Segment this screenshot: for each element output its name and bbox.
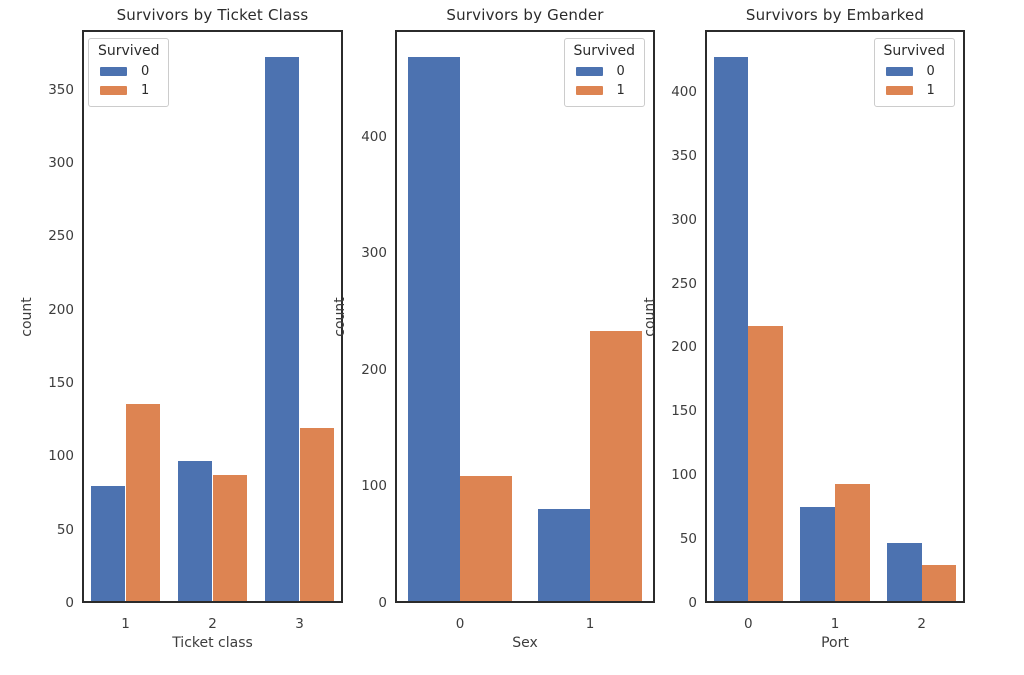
y-tick-label: 300 — [671, 211, 697, 228]
legend-entry-survived-0: 0 — [574, 62, 635, 81]
y-tick-label: 0 — [65, 595, 74, 611]
subplot-survivors-by-gender: Survivors by Gender 0 100 200 300 400 count 0 1 S… — [332, 6, 655, 651]
x-tick-label: 1 — [121, 616, 130, 632]
bar-sex-1-survived-0 — [538, 508, 590, 603]
x-tick-label: 1 — [830, 616, 840, 632]
bar-port-2-survived-0 — [887, 542, 922, 603]
legend-color-patch — [100, 67, 127, 76]
y-tick-label: 350 — [48, 81, 74, 98]
y-tick-label: 0 — [688, 595, 697, 611]
y-tick-label: 0 — [378, 595, 387, 611]
bar-ticket-class-3-survived-0 — [264, 57, 300, 603]
legend-color-patch — [100, 86, 127, 95]
y-tick-label: 400 — [361, 128, 387, 145]
legend-color-patch — [575, 67, 603, 76]
bar-ticket-class-1-survived-1 — [125, 403, 161, 603]
bar-port-1-survived-1 — [835, 484, 870, 603]
y-axis-label: count — [642, 296, 658, 337]
legend-entry-label: 1 — [926, 83, 935, 98]
legend-color-patch — [575, 86, 603, 95]
legend-entry-label: 1 — [616, 83, 625, 98]
chart-title: Survivors by Embarked — [745, 6, 925, 24]
bar-ticket-class-3-survived-1 — [299, 428, 335, 603]
legend-title: Survived — [98, 43, 160, 59]
y-tick-label: 50 — [56, 521, 74, 538]
x-tick-label: 0 — [744, 616, 753, 632]
x-tick-label: 2 — [208, 616, 217, 632]
legend-entry-survived-0: 0 — [884, 62, 945, 81]
legend-entry-label: 0 — [926, 64, 935, 79]
bar-port-1-survived-0 — [800, 507, 835, 603]
subplot-survivors-by-ticket-class: Survivors by Ticket Class 0 50 100 150 200 250… — [19, 6, 343, 651]
y-tick-label: 350 — [671, 147, 697, 164]
bar-ticket-class-2-survived-0 — [177, 460, 213, 603]
legend-title: Survived — [573, 43, 635, 59]
bar-port-0-survived-1 — [748, 325, 783, 603]
x-axis-label: Port — [821, 635, 849, 651]
y-tick-label: 200 — [361, 361, 387, 378]
legend: Survived 0 1 — [563, 38, 645, 107]
y-tick-label: 150 — [48, 374, 74, 391]
bar-sex-0-survived-0 — [408, 57, 460, 603]
chart-title: Survivors by Ticket Class — [116, 6, 309, 24]
legend-entry-label: 0 — [141, 64, 150, 79]
y-tick-label: 400 — [671, 83, 697, 100]
legend-entry-survived-1: 1 — [574, 81, 635, 100]
y-tick-label: 50 — [679, 531, 697, 548]
legend: Survived 0 1 — [873, 38, 955, 107]
y-tick-label: 250 — [671, 275, 697, 292]
bar-sex-1-survived-1 — [590, 331, 642, 603]
legend-entry-survived-1: 1 — [98, 81, 159, 100]
legend-entry-survived-1: 1 — [884, 81, 945, 100]
y-tick-label: 300 — [361, 245, 387, 262]
y-tick-label: 150 — [671, 403, 697, 420]
bar-ticket-class-1-survived-0 — [90, 485, 126, 603]
subplot-survivors-by-embarked: Survivors by Embarked 0 50 100 150 200 250 300 3… — [642, 6, 965, 651]
y-tick-label: 200 — [671, 339, 697, 356]
y-tick-label: 100 — [671, 467, 697, 484]
x-axis-label: Ticket class — [172, 635, 253, 651]
legend-entry-survived-0: 0 — [98, 62, 159, 81]
x-tick-label: 2 — [917, 616, 926, 632]
legend-color-patch — [885, 86, 913, 95]
x-tick-label: 1 — [585, 616, 595, 632]
legend-entry-label: 1 — [141, 83, 150, 98]
x-tick-label: 0 — [455, 616, 465, 632]
y-tick-label: 200 — [48, 301, 74, 318]
legend: Survived 0 1 — [88, 38, 170, 107]
legend-color-patch — [885, 67, 913, 76]
y-tick-label: 300 — [48, 154, 74, 171]
bar-ticket-class-2-survived-1 — [212, 475, 248, 603]
y-axis-label: count — [332, 296, 348, 337]
legend-title: Survived — [883, 43, 945, 59]
y-tick-label: 100 — [361, 478, 387, 495]
y-tick-label: 250 — [48, 228, 74, 245]
y-tick-label: 100 — [48, 448, 74, 465]
x-tick-label: 3 — [295, 616, 304, 632]
legend-entry-label: 0 — [616, 64, 625, 79]
bar-port-2-survived-1 — [921, 564, 957, 603]
x-axis-label: Sex — [512, 635, 538, 651]
bar-port-0-survived-0 — [713, 57, 749, 603]
chart-title: Survivors by Gender — [446, 6, 604, 24]
bar-sex-0-survived-1 — [460, 475, 512, 603]
y-axis-label: count — [19, 296, 35, 337]
